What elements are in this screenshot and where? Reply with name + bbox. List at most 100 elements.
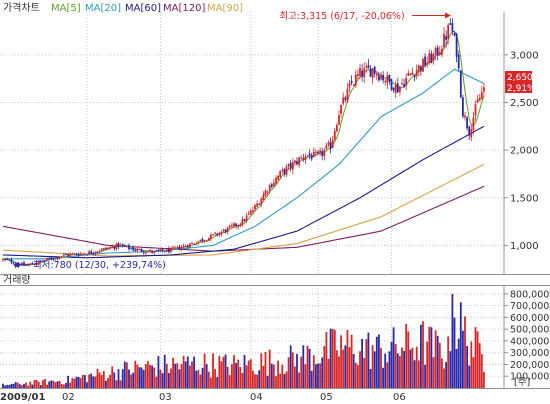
volume-bar: [23, 384, 25, 388]
candle-body: [12, 262, 15, 264]
volume-bar: [201, 367, 204, 388]
volume-bar: [296, 353, 298, 388]
volume-bar: [111, 366, 114, 388]
volume-bar: [178, 369, 181, 388]
volume-bar: [155, 376, 158, 388]
volume-bar: [81, 374, 84, 388]
candle-body: [205, 240, 208, 242]
candle-body: [140, 249, 143, 252]
candle-body: [149, 250, 151, 252]
candle-body: [480, 92, 483, 99]
candle-body: [378, 75, 380, 81]
volume-bar: [44, 379, 46, 388]
candle-body: [8, 259, 11, 261]
candle-body: [308, 153, 311, 156]
volume-bar: [445, 361, 447, 388]
candle-body: [159, 249, 162, 251]
candle-body: [100, 248, 103, 251]
volume-bar: [478, 343, 481, 388]
volume-bar: [260, 353, 263, 388]
candle-body: [207, 237, 210, 241]
volume-bar: [409, 349, 412, 388]
volume-bar: [138, 367, 141, 388]
candle-body: [310, 154, 313, 159]
candle-body: [432, 54, 435, 61]
volume-bar: [18, 384, 21, 388]
candle-body: [405, 77, 408, 86]
volume-bar: [430, 327, 433, 388]
volume-bar: [249, 359, 252, 388]
candle-body: [443, 34, 445, 48]
candle-body: [254, 205, 256, 210]
volume-bar: [281, 364, 284, 388]
volume-bar: [392, 327, 395, 388]
low-arrow-head: [13, 262, 19, 268]
volume-bar: [109, 374, 111, 388]
candle-body: [157, 249, 160, 251]
volume-bar: [401, 347, 403, 388]
volume-bar: [317, 363, 319, 388]
volume-bar: [241, 373, 244, 388]
volume-bar: [283, 373, 286, 388]
candle-body: [325, 145, 328, 150]
volume-bar: [151, 365, 153, 388]
candle-body: [396, 83, 399, 93]
volume-bar: [132, 372, 135, 388]
legend-ma60: MA[60]: [125, 3, 161, 14]
candle-body: [134, 249, 137, 251]
volume-bar: [115, 380, 118, 388]
candle-body: [123, 245, 126, 247]
candle-body: [264, 190, 267, 196]
volume-bar: [212, 353, 214, 388]
price-tick-label: 1,500: [510, 193, 539, 204]
candle-body: [401, 83, 403, 85]
candle-body: [298, 157, 300, 165]
candle-body: [344, 97, 347, 100]
volume-bar: [153, 367, 156, 388]
candle-body: [256, 203, 258, 207]
volume-bar: [58, 380, 61, 388]
volume-bar: [176, 363, 179, 388]
volume-bar: [73, 378, 76, 388]
candle-body: [342, 97, 345, 104]
candle-body: [226, 227, 229, 233]
price-chart-title: 가격차트: [3, 1, 40, 14]
candle-body: [388, 74, 391, 82]
candle-body: [235, 223, 237, 227]
volume-bar: [214, 369, 216, 388]
volume-bar: [226, 366, 229, 388]
volume-bar: [113, 372, 116, 388]
volume-bar: [46, 384, 48, 388]
candle-body: [86, 254, 88, 256]
volume-bar: [462, 330, 464, 388]
volume-bar: [77, 376, 80, 388]
candle-body: [420, 66, 422, 71]
candle-body: [201, 239, 204, 242]
volume-bar: [369, 368, 372, 388]
candle-body: [79, 253, 82, 255]
volume-bar: [12, 383, 15, 388]
candle-body: [222, 229, 225, 232]
legend-ma120: MA[120]: [163, 3, 205, 14]
volume-bar: [420, 324, 422, 388]
volume-bar: [29, 381, 32, 388]
volume-bar: [436, 335, 439, 388]
candle-body: [260, 198, 263, 205]
candle-body: [476, 99, 479, 103]
volume-bar: [310, 370, 313, 388]
candle-body: [411, 72, 414, 76]
candle-body: [111, 246, 114, 248]
volume-bar: [172, 357, 174, 388]
volume-bar: [119, 380, 122, 388]
candle-body: [142, 251, 145, 253]
candle-body: [182, 245, 185, 247]
volume-bar: [8, 385, 11, 388]
candle-body: [96, 251, 99, 253]
volume-bar: [338, 356, 340, 388]
candle-body: [195, 243, 198, 245]
volume-bar: [144, 364, 147, 388]
volume-bar: [422, 321, 424, 388]
candle-body: [136, 248, 139, 251]
candle-body: [384, 81, 387, 83]
volume-bar: [312, 355, 315, 388]
